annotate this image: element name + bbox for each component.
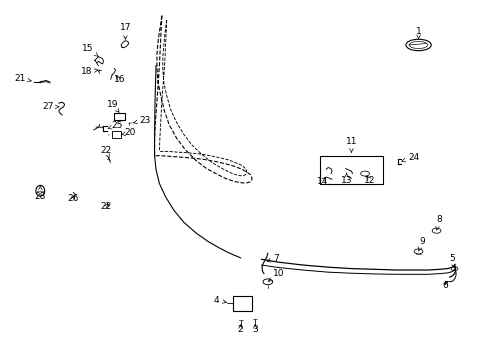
Text: 3: 3 [252,325,258,334]
Bar [112,131,121,138]
Text: 9: 9 [418,237,425,251]
Text: 22: 22 [100,146,111,158]
Text: 24: 24 [401,153,419,162]
Text: 1: 1 [415,27,421,39]
Text: 15: 15 [82,44,99,57]
Text: 26: 26 [67,194,79,203]
Text: 28: 28 [35,186,46,201]
Text: 5: 5 [448,254,454,268]
Text: 13: 13 [340,173,352,185]
Text: 23: 23 [133,116,150,125]
Text: 25: 25 [108,121,122,130]
Bar [233,296,251,311]
Text: 17: 17 [120,23,131,39]
Text: 20: 20 [122,129,136,138]
Text: 4: 4 [213,296,226,305]
Text: 16: 16 [114,76,125,85]
Text: 6: 6 [442,281,447,290]
Text: 10: 10 [268,269,284,282]
Text: 8: 8 [435,215,441,230]
Text: 12: 12 [364,176,375,185]
Text: 19: 19 [106,100,119,112]
Text: 27: 27 [42,102,59,111]
Bar [114,113,124,120]
Text: 11: 11 [345,137,357,152]
Text: 14: 14 [316,176,327,185]
Text: 7: 7 [266,255,279,264]
Text: 18: 18 [81,67,98,76]
Text: 22: 22 [100,202,111,211]
Text: 2: 2 [237,325,243,334]
Bar [319,156,382,184]
Text: 21: 21 [14,74,31,83]
